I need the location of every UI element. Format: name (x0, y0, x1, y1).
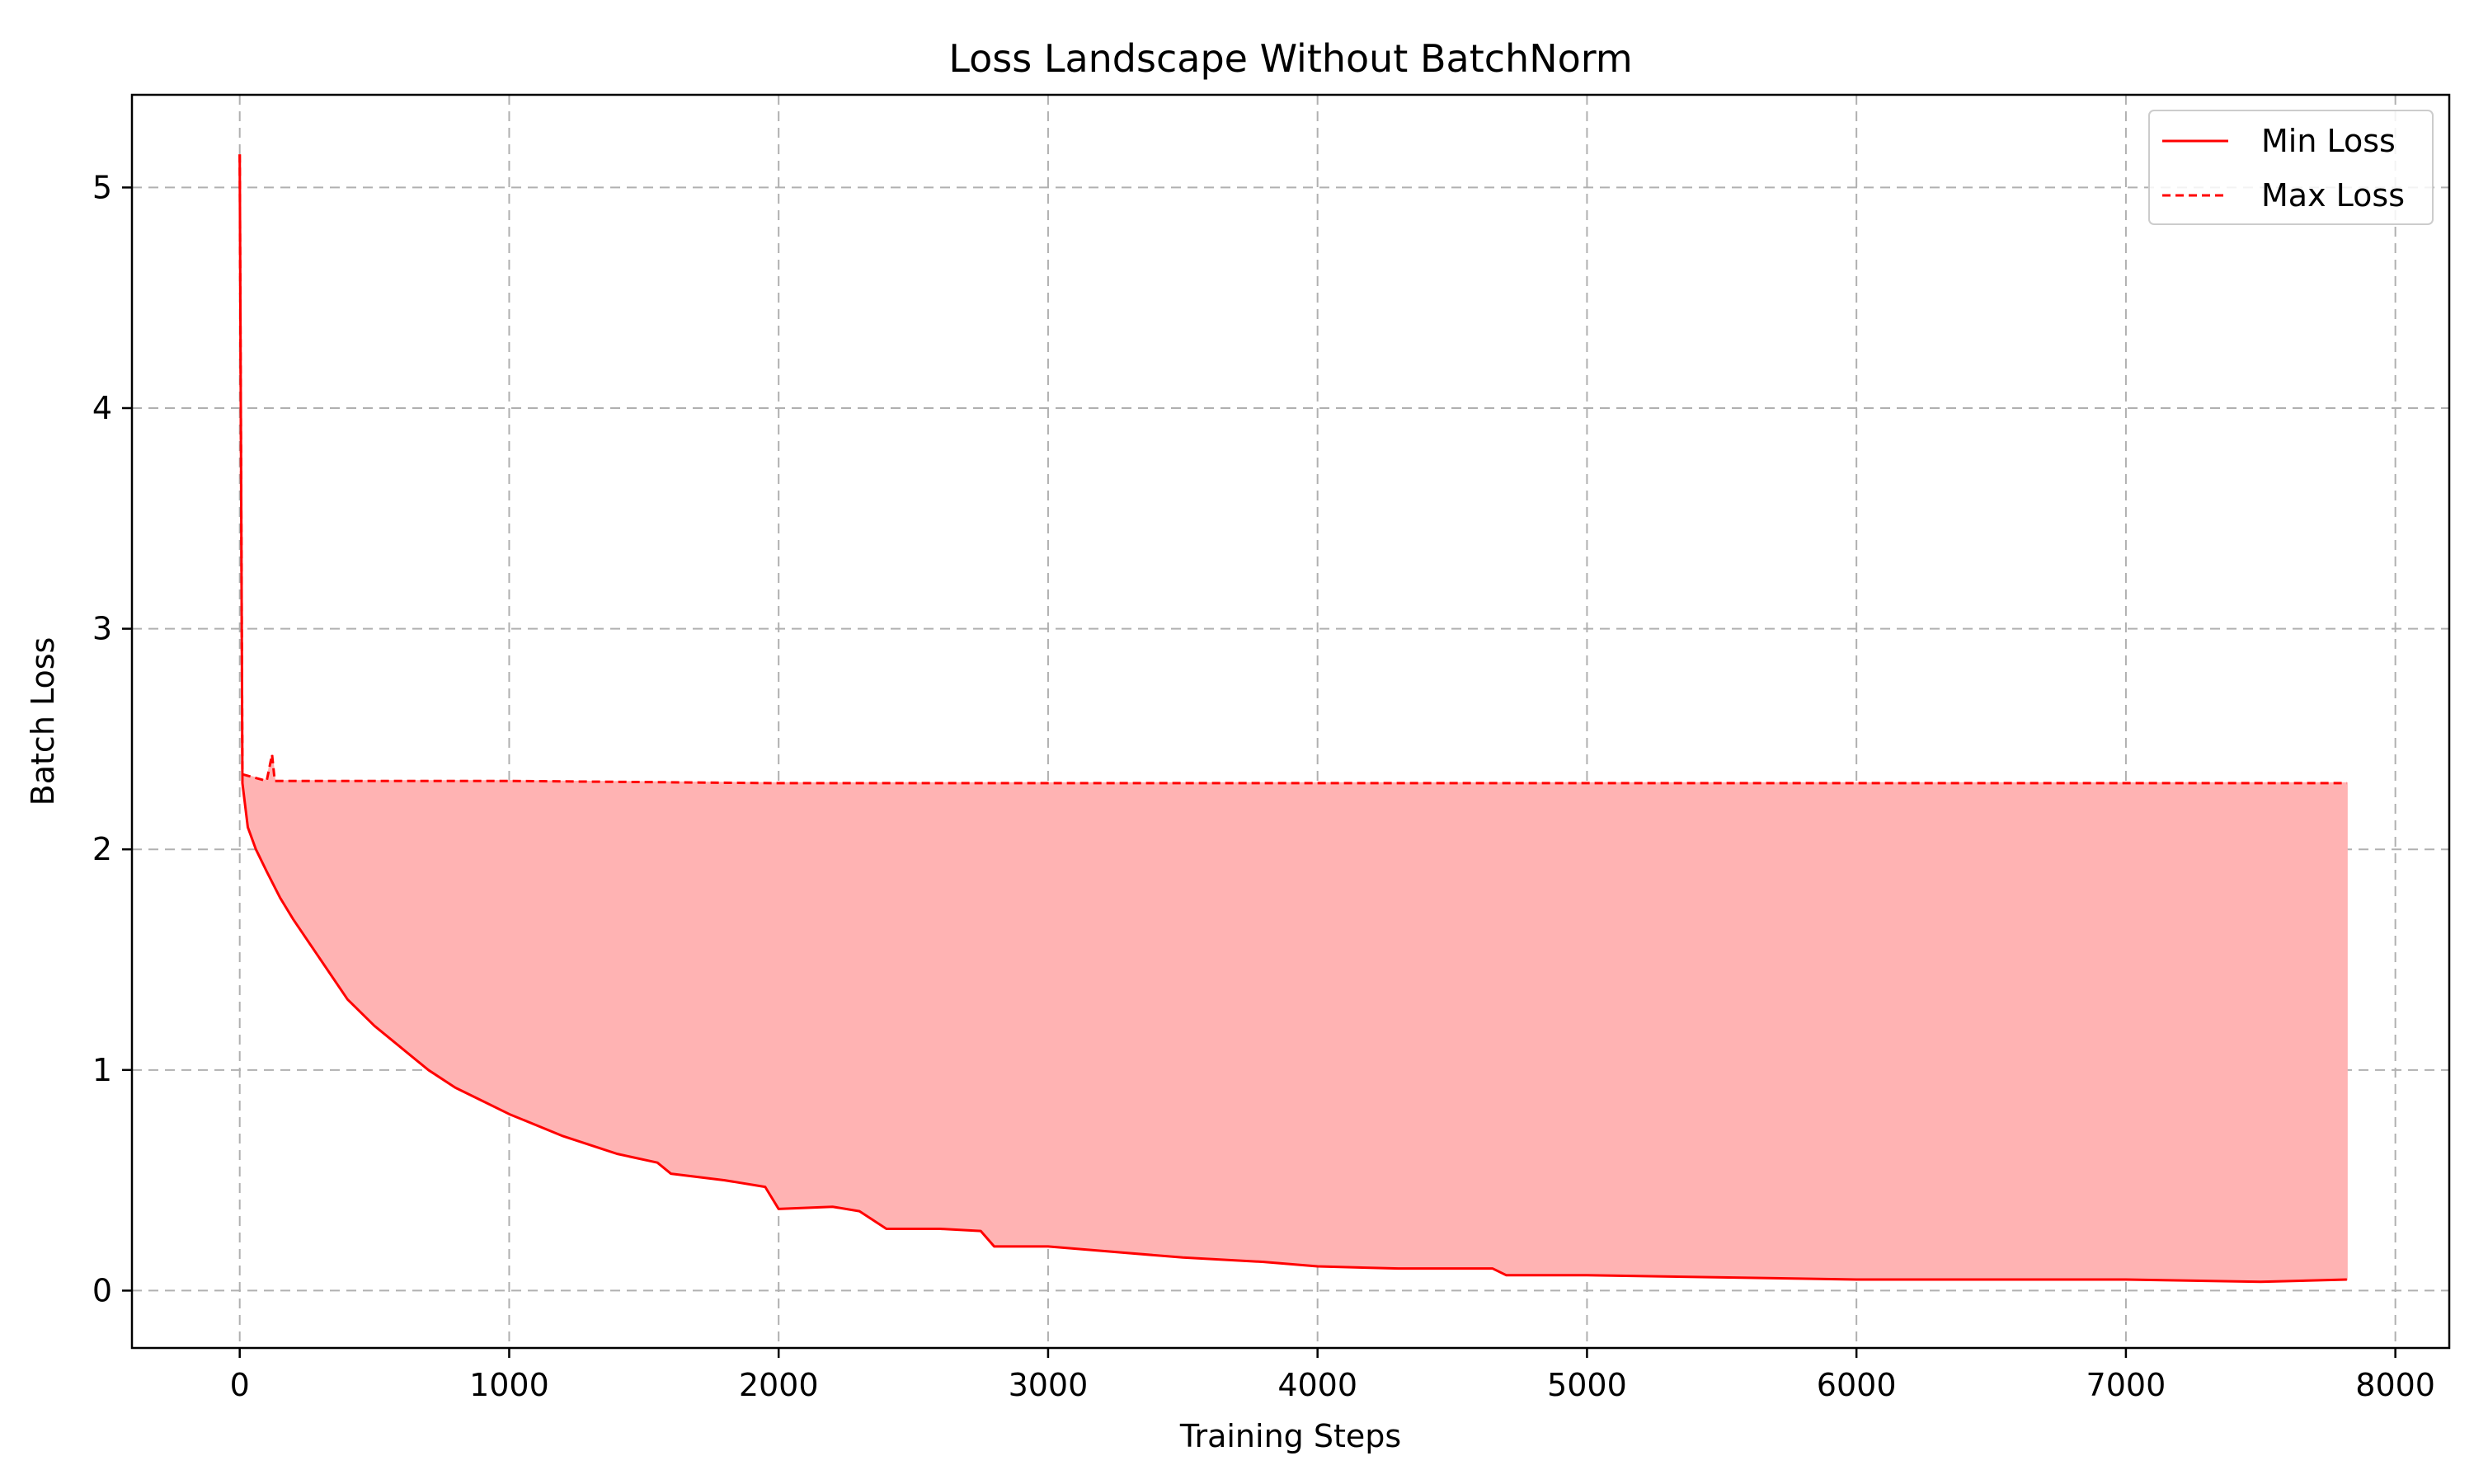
x-tick-label: 6000 (1817, 1367, 1897, 1403)
x-tick-label: 2000 (739, 1367, 819, 1403)
x-tick-label: 3000 (1009, 1367, 1089, 1403)
y-tick-label: 1 (92, 1052, 112, 1088)
max-loss-line (238, 154, 2347, 785)
y-tick-label: 0 (92, 1272, 112, 1308)
x-axis-title: Training Steps (1179, 1418, 1401, 1454)
legend-label-min-loss: Min Loss (2261, 123, 2396, 159)
x-tick-label: 1000 (469, 1367, 549, 1403)
legend-label-max-loss: Max Loss (2261, 177, 2405, 214)
plot-frame (130, 93, 2451, 1350)
min-loss-line (238, 154, 2347, 1284)
y-axis-title: Batch Loss (25, 637, 61, 806)
y-tick-label: 5 (92, 169, 112, 205)
chart-title: Loss Landscape Without BatchNorm (948, 36, 1632, 81)
axis-ticks: 0 1000 2000 3000 4000 5000 6000 7000 8000 0 1 2 3 4 5 (92, 169, 2435, 1403)
y-tick-label: 2 (92, 831, 112, 867)
x-tick-label: 7000 (2086, 1367, 2166, 1403)
legend: Min Loss Max Loss (2148, 110, 2434, 225)
y-tick-label: 3 (92, 611, 112, 647)
series-layer (238, 154, 2347, 1284)
x-tick-label: 0 (230, 1367, 250, 1403)
x-tick-label: 5000 (1547, 1367, 1627, 1403)
x-tick-label: 8000 (2355, 1367, 2435, 1403)
y-tick-label: 4 (92, 390, 112, 426)
x-tick-label: 4000 (1277, 1367, 1357, 1403)
